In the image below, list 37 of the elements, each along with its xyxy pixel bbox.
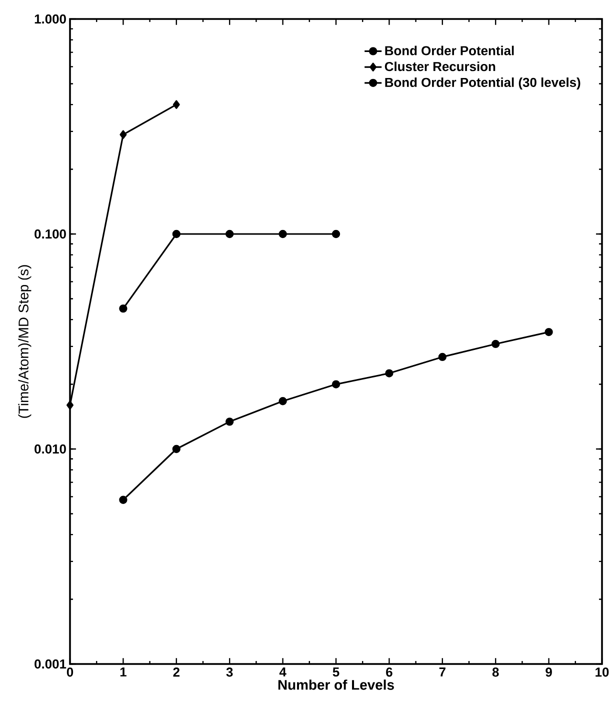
point bbox=[332, 230, 340, 238]
point bbox=[438, 352, 447, 362]
y-tick-label: 0.010 bbox=[34, 444, 66, 454]
x-tick-label: 7 bbox=[440, 668, 446, 676]
x-tick-label: 8 bbox=[492, 668, 500, 677]
legend-label: Bond Order Potential (30 levels) bbox=[385, 77, 580, 90]
point bbox=[332, 380, 340, 388]
y-tick-label: 1.000 bbox=[35, 14, 66, 24]
point bbox=[544, 328, 554, 336]
x-axis-title: Number of Levels bbox=[278, 680, 394, 690]
point bbox=[119, 496, 128, 504]
point bbox=[173, 100, 180, 109]
point bbox=[492, 340, 500, 348]
point bbox=[226, 418, 234, 426]
x-tick-label: 9 bbox=[546, 668, 552, 677]
point bbox=[172, 444, 181, 454]
point bbox=[66, 400, 74, 410]
point bbox=[226, 230, 234, 238]
x-tick-label: 5 bbox=[333, 668, 340, 677]
x-tick-label: 2 bbox=[173, 668, 180, 677]
x-tick-label: 4 bbox=[280, 668, 287, 676]
point bbox=[278, 230, 288, 238]
point bbox=[172, 230, 181, 238]
x-tick-label: 1 bbox=[120, 668, 127, 676]
x-tick-label: 3 bbox=[226, 668, 233, 677]
legend-label: Bond Order Potential bbox=[385, 46, 514, 56]
point bbox=[120, 130, 127, 139]
point bbox=[119, 304, 128, 313]
x-tick-label: 10 bbox=[596, 668, 609, 677]
point bbox=[385, 369, 394, 378]
x-tick-label: 0 bbox=[67, 668, 74, 677]
x-tick-label: 6 bbox=[386, 668, 393, 677]
y-axis-title: (Time/Atom)/MD Step (s) bbox=[18, 265, 32, 418]
y-tick-label: 0.001 bbox=[34, 659, 66, 669]
legend-label: Cluster Recursion bbox=[385, 62, 496, 72]
point bbox=[278, 397, 288, 406]
y-tick-label: 0.100 bbox=[34, 229, 66, 239]
